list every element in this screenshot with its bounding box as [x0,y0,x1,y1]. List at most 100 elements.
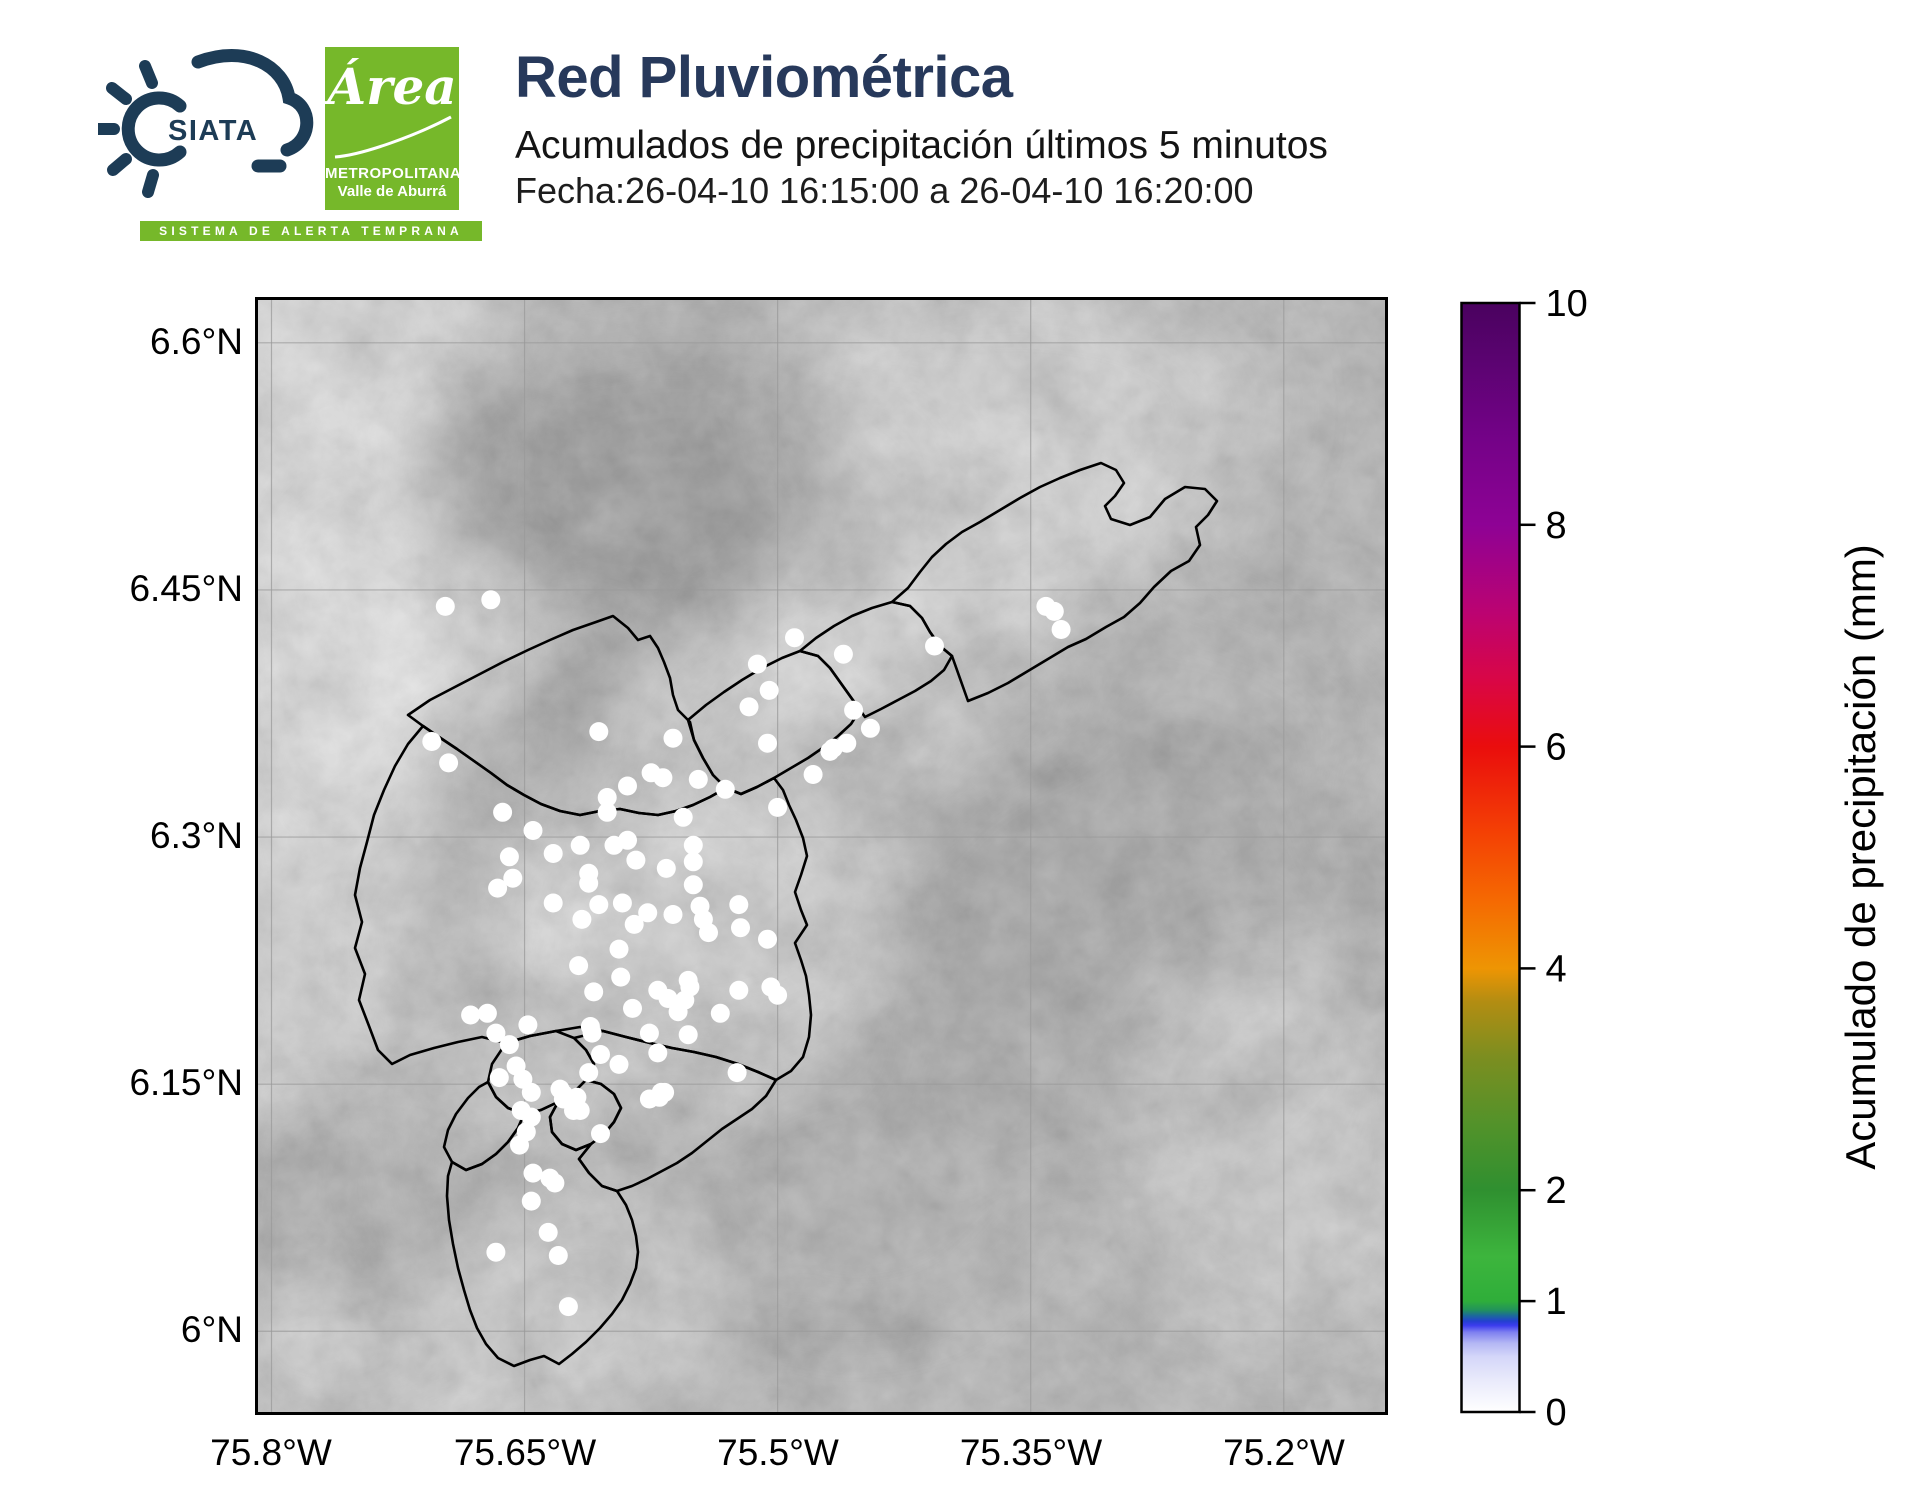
colorbar: 0 1 2 4 6 8 10 [1460,290,1588,1434]
terrain-noise-fine [258,300,1385,1412]
station-dot [499,1035,519,1055]
x-axis-tick-label: 75.65°W [453,1432,597,1473]
station-dot [623,998,642,1018]
station-dot [758,929,777,949]
station-dot [683,835,703,855]
station-dot [589,895,609,915]
siata-sun-icon [121,91,187,167]
boundary-medellin [353,724,813,1082]
station-dot [648,1043,668,1063]
station-dot [683,852,703,872]
y-axis-tick-label: 6.15°N [129,1062,243,1103]
station-dot [570,1101,590,1120]
station-dot [656,858,676,878]
area-metropolitana-logo: Área METROPOLITANA Valle de Aburrá [325,47,461,210]
station-dot [609,1054,629,1074]
station-dot [739,697,759,717]
siata-sun-rays [98,60,159,198]
station-dot [579,1063,599,1083]
station-dot [820,741,840,761]
station-dot [860,718,880,738]
station-dot [493,802,513,822]
station-dot [510,1135,529,1155]
colorbar-tick-value: 8 [1546,505,1567,547]
station-dot [688,769,708,789]
station-dot [558,1297,578,1317]
station-dot [626,850,646,870]
boundary-barbosa [890,461,1219,703]
date-range: Fecha:26-04-10 16:15:00 a 26-04-10 16:20… [515,170,1254,211]
station-dot [803,765,823,784]
station-dot [572,909,592,929]
station-dot [543,893,563,913]
y-axis-tick-label: 6.45°N [129,568,243,609]
page-subtitle: Acumulados de precipitación últimos 5 mi… [515,124,1328,167]
station-dot [589,722,609,742]
station-dot [844,700,864,720]
colorbar-tick-value: 6 [1546,727,1567,769]
x-axis-tick-label: 75.35°W [959,1432,1103,1473]
terrain-map [258,300,1385,1412]
x-axis-tick-label: 75.8°W [210,1432,332,1473]
station-dot [624,914,644,934]
station-dot [597,802,617,822]
colorbar-tick-value: 2 [1546,1170,1567,1212]
station-dot [435,596,455,616]
colorbar-tick-value: 4 [1546,948,1567,990]
station-dot [653,768,673,788]
area-logo-flourish [334,115,452,159]
colorbar-ticks [1519,301,1536,1414]
station-dot [673,807,693,827]
station-dot [747,654,767,674]
area-logo-script: Área [327,57,457,116]
station-dot [678,1025,698,1045]
station-dot [486,1242,506,1262]
station-dot [609,939,629,959]
station-dot [538,1222,558,1242]
station-dot [570,835,590,855]
station-dot [925,636,944,656]
station-dot [699,923,718,943]
station-dot [518,1015,538,1035]
colorbar-tick-value: 1 [1546,1281,1567,1323]
y-axis-tick-label: 6°N [180,1309,243,1350]
graticule [258,300,1385,1412]
station-dot [521,1082,541,1102]
colorbar-tick-value: 0 [1546,1392,1567,1434]
station-dot [758,733,777,753]
station-dot [638,903,658,923]
station-dot [521,1191,541,1211]
station-dot [727,1063,747,1083]
colorbar-axis-label: Acumulado de precipitación (mm) [1837,544,1884,1170]
station-dot [655,1082,675,1102]
station-dot [591,1045,610,1064]
x-axis-tick-label: 75.2°W [1223,1432,1345,1473]
station-dot [488,878,508,898]
station-dot [683,875,703,895]
station-dot [612,893,632,913]
station-dot [729,895,749,915]
station-dot [768,797,788,817]
station-dot [461,1005,481,1025]
station-dot [523,1163,543,1183]
boundary-caldas [445,1100,640,1368]
station-dot [584,982,604,1002]
siata-banner: SISTEMA DE ALERTA TEMPRANA [140,221,482,241]
siata-logo-text: SIATA [168,115,258,147]
station-dot [422,732,442,751]
station-dot [579,873,599,893]
station-dot [543,844,563,863]
station-dot [837,733,857,753]
station-dot [597,788,617,807]
area-logo-line2: Valle de Aburrá [337,183,447,200]
station-dot [710,1003,730,1023]
station-dot [523,821,543,840]
station-dot [582,1023,602,1043]
station-dot [1044,601,1064,621]
station-dot [521,1107,541,1127]
station-dot [503,868,523,888]
station-dot [499,847,519,867]
station-dot [569,956,589,976]
station-dot [639,1023,659,1043]
colorbar-tick-value: 10 [1546,290,1588,325]
